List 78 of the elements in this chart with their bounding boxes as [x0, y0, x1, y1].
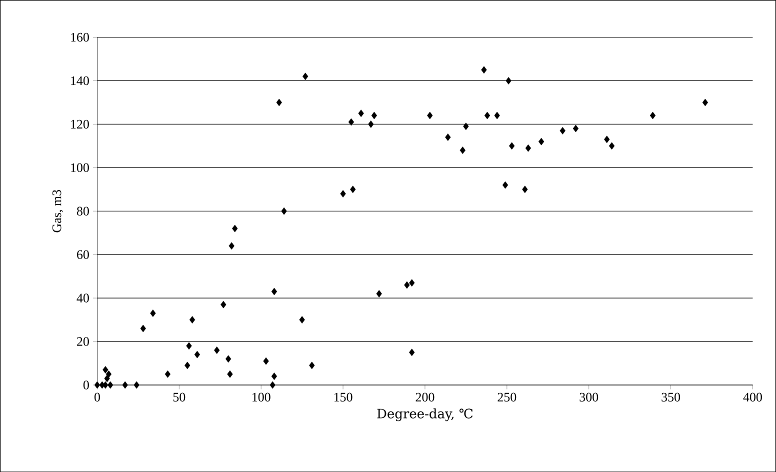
point	[194, 350, 200, 358]
point	[302, 72, 308, 80]
point	[106, 370, 112, 378]
point	[102, 381, 108, 389]
y-tick-label: 40	[76, 294, 89, 302]
point	[94, 381, 100, 389]
x-tick-label: 200	[416, 392, 434, 402]
point	[481, 66, 487, 74]
y-tick-label: 20	[77, 337, 89, 346]
point	[184, 362, 190, 370]
y-tick-label: 80	[76, 206, 89, 216]
point	[102, 366, 108, 374]
point	[232, 224, 238, 232]
x-tick-label: 300	[580, 392, 598, 402]
point	[702, 98, 708, 106]
point	[220, 300, 226, 308]
point	[509, 142, 515, 150]
point	[271, 372, 278, 380]
x-tick-label: 0	[94, 392, 100, 402]
point	[276, 98, 282, 106]
point	[309, 362, 315, 370]
point	[409, 279, 415, 286]
x-axis-title: Degree-day, ℃	[377, 408, 473, 422]
x-tick-label: 250	[498, 392, 516, 402]
point	[150, 309, 156, 317]
point	[463, 122, 469, 130]
point	[522, 186, 528, 193]
point	[281, 207, 287, 215]
point	[368, 120, 374, 128]
point	[228, 242, 234, 250]
point	[214, 346, 220, 354]
point	[348, 118, 354, 126]
point	[506, 76, 512, 84]
x-tick-label: 50	[173, 392, 186, 402]
point	[164, 370, 171, 378]
point	[409, 348, 415, 356]
point	[572, 124, 579, 132]
y-tick-label: 160	[71, 32, 89, 42]
point	[502, 181, 508, 189]
x-tick-label: 150	[334, 392, 352, 402]
point	[186, 342, 192, 350]
x-tick-label: 100	[252, 392, 270, 402]
point	[271, 288, 278, 296]
point	[484, 112, 490, 120]
point	[227, 370, 233, 378]
y-tick-label: 60	[77, 250, 89, 259]
point	[445, 133, 451, 141]
point	[134, 381, 140, 389]
x-tick-label: 400	[743, 392, 762, 402]
x-tick-label: 350	[662, 392, 680, 402]
point	[122, 381, 128, 389]
point	[371, 112, 377, 120]
point	[189, 316, 196, 324]
point	[270, 381, 276, 389]
y-tick-label: 100	[71, 163, 89, 172]
point	[560, 126, 566, 134]
point	[108, 381, 114, 389]
point	[494, 112, 500, 120]
y-tick-label: 140	[71, 76, 89, 85]
y-axis-title: Gas, m3	[52, 190, 64, 232]
point	[299, 316, 305, 324]
point	[460, 146, 466, 154]
point	[608, 142, 615, 150]
point	[263, 357, 269, 365]
point	[226, 355, 232, 362]
point	[376, 290, 382, 298]
point	[358, 110, 364, 117]
y-tick-label: 120	[71, 120, 89, 128]
point	[604, 136, 610, 143]
point	[650, 112, 656, 120]
point	[404, 281, 410, 289]
point	[340, 190, 346, 198]
y-tick-label: 0	[83, 380, 89, 390]
point	[350, 186, 356, 193]
point	[427, 112, 433, 120]
point	[525, 144, 532, 152]
point	[140, 324, 146, 332]
point	[538, 138, 544, 146]
